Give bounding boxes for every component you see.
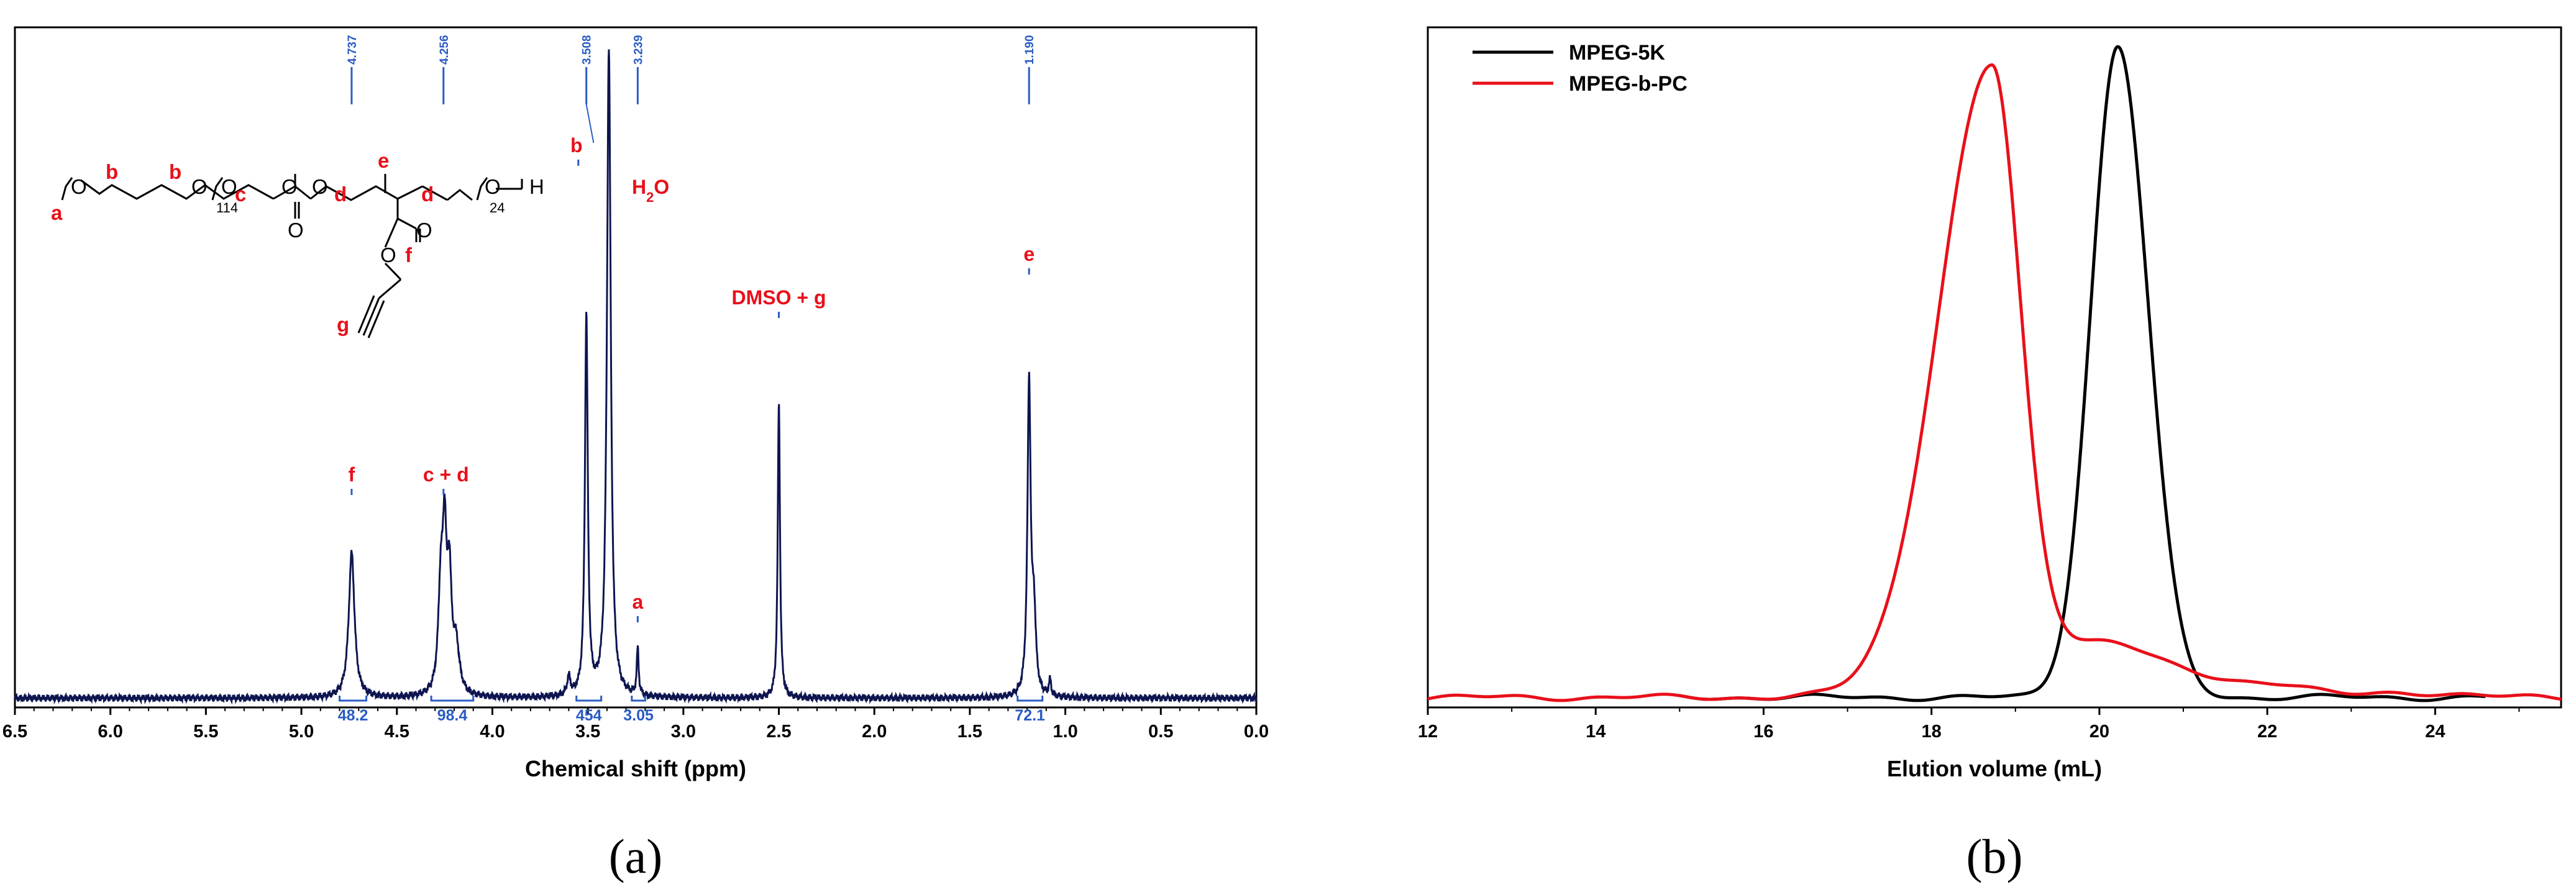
structure-subscript: 24 [490, 200, 505, 216]
x-tick-label: 3.5 [575, 722, 600, 742]
nmr-x-axis: 6.5 6.0 5.5 5.0 4.5 4.0 3.5 3.0 2.5 2.0 1.5 1.0 0.5 0… [2, 707, 1269, 742]
peak-label-subscript: 2 [646, 189, 654, 205]
structure-atom: O [288, 219, 304, 242]
x-tick-label: 5.0 [289, 722, 314, 742]
structure-label-d: d [421, 183, 434, 206]
structure-atom: O [281, 175, 298, 198]
structure-atom: O [380, 243, 396, 266]
structure-label-g: g [337, 313, 349, 336]
structure-atom: H [529, 175, 544, 198]
structure-atom: O [416, 219, 432, 242]
x-tick-label: 6.5 [2, 722, 27, 742]
structure-label-d: d [334, 183, 347, 206]
integration-bracket [430, 696, 475, 702]
shift-marker-label: 3.239 [632, 35, 645, 65]
nmr-panel: 6.5 6.0 5.5 5.0 4.5 4.0 3.5 3.0 2.5 2.0 1.5 1.0 0.5 0… [2, 26, 1269, 883]
peak-label: DMSO + g [732, 286, 826, 309]
nmr-x-axis-title: Chemical shift (ppm) [525, 756, 746, 781]
integration-bracket [1016, 696, 1044, 702]
structure-label-f: f [405, 243, 413, 266]
structure-label-b: b [169, 160, 181, 183]
integration-value: 3.05 [623, 707, 654, 724]
structure-atom: O [221, 175, 237, 198]
structure-label-c: c [235, 183, 246, 206]
shift-marker-label: 4.737 [346, 35, 359, 65]
peak-label: e [1023, 243, 1035, 265]
structure-atom: O [312, 175, 328, 198]
x-tick-label: 18 [1922, 722, 1942, 742]
panel-label-a: (a) [609, 829, 663, 883]
shift-connector [585, 104, 595, 143]
gpc-plot-frame [1427, 26, 2562, 709]
integration-bracket [575, 696, 603, 702]
nmr-plot-frame [14, 26, 1258, 709]
x-tick-label: 6.0 [98, 722, 123, 742]
gpc-x-axis: 12 14 16 18 20 22 24 [1418, 707, 2520, 742]
structure-subscript: 114 [216, 200, 238, 216]
x-tick-label: 1.0 [1053, 722, 1077, 742]
structure-label-b: b [106, 160, 118, 183]
structure-bonds [61, 174, 523, 338]
nmr-spectrum [14, 49, 1258, 705]
peak-label: f [349, 463, 355, 486]
legend-label-mpeg-b-pc: MPEG-b-PC [1569, 72, 1688, 96]
structure-atom: O [191, 175, 208, 198]
gpc-curves [1427, 45, 2562, 702]
x-tick-label: 0.0 [1244, 722, 1269, 742]
x-tick-label: 22 [2257, 722, 2277, 742]
panel-label-b: (b) [1966, 829, 2023, 883]
integration-value: 48.2 [338, 707, 368, 724]
peak-label-h2o: H2O [632, 176, 669, 205]
legend-label-mpeg-5k: MPEG-5K [1569, 41, 1665, 65]
peak-label: a [632, 591, 643, 613]
nmr-integrations: 48.2 98.4 454 3.05 72.1 [338, 696, 1045, 724]
peak-label: b [570, 134, 583, 157]
x-tick-label: 0.5 [1148, 722, 1173, 742]
structure-atom: O [485, 175, 501, 198]
x-tick-label: 2.0 [862, 722, 887, 742]
legend: MPEG-5K MPEG-b-PC [1473, 41, 1688, 96]
structure-label-a: a [51, 201, 63, 224]
gpc-panel: 12 14 16 18 20 22 24 MPEG-5K MPEG-b-PC Elution… [1418, 26, 2562, 883]
x-tick-label: 3.0 [671, 722, 696, 742]
shift-marker-label: 4.256 [438, 35, 451, 65]
shift-marker-label: 3.508 [581, 35, 594, 65]
series-line-mpeg-b-pc [1427, 63, 2562, 702]
x-tick-label: 5.5 [193, 722, 218, 742]
x-tick-label: 12 [1418, 722, 1438, 742]
x-tick-label: 24 [2425, 722, 2445, 742]
integration-value: 98.4 [437, 707, 468, 724]
x-tick-label: 1.5 [957, 722, 982, 742]
integration-bracket [631, 696, 646, 702]
structure-label-e: e [378, 149, 389, 172]
integration-value: 72.1 [1015, 707, 1045, 724]
nmr-spectrum-line [14, 49, 1258, 705]
gpc-x-axis-title: Elution volume (mL) [1887, 756, 2102, 781]
series-line-mpeg-5k [1679, 45, 2486, 702]
peak-label-tail: O [654, 176, 669, 198]
shift-marker-label: 1.190 [1023, 35, 1036, 65]
structure-atom: O [71, 175, 87, 198]
x-tick-label: 16 [1753, 722, 1773, 742]
x-tick-label: 2.5 [766, 722, 791, 742]
x-tick-label: 4.5 [385, 722, 409, 742]
x-tick-label: 14 [1586, 722, 1605, 742]
x-tick-label: 4.0 [480, 722, 505, 742]
integration-bracket [339, 696, 368, 702]
x-tick-label: 20 [2090, 722, 2109, 742]
peak-label: c + d [423, 463, 469, 486]
integration-value: 454 [576, 707, 602, 724]
chemical-structure: O O O O O O O O O H 114 24 a b b c d d e… [51, 149, 544, 338]
nmr-shift-markers: 4.737 4.256 3.508 3.239 1.190 [346, 35, 1036, 143]
